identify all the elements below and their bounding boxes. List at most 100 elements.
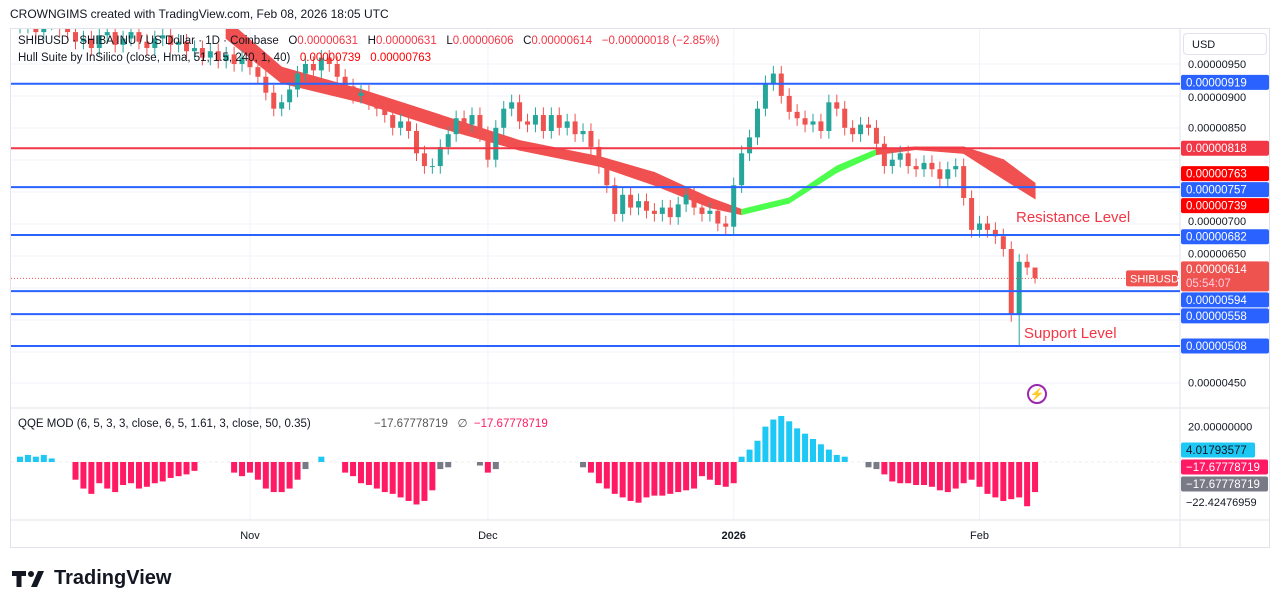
hull-indicator-title[interactable]: Hull Suite by InSilico (close, Hma, 51, …: [18, 52, 291, 64]
qqe-histogram-bar: [278, 462, 285, 493]
qqe-histogram-bar: [104, 462, 111, 489]
main-pane: [18, 16, 1038, 346]
qqe-y-tick-label: 20.00000000: [1188, 422, 1252, 434]
tradingview-logo-icon: [12, 570, 44, 587]
candle-body: [937, 169, 943, 179]
qqe-histogram-bar: [40, 454, 47, 462]
qqe-histogram-bar: [429, 462, 436, 491]
candle-body: [215, 51, 221, 61]
qqe-histogram-bar: [635, 462, 642, 503]
candle-body: [461, 118, 467, 125]
tradingview-logo[interactable]: TradingView: [12, 567, 171, 590]
candle-body: [271, 92, 277, 109]
hull-band-segment: [519, 139, 600, 167]
qqe-empty-symbol: ∅: [457, 418, 468, 430]
qqe-histogram-bar: [397, 462, 404, 498]
candle-body: [358, 92, 364, 96]
symbol-title[interactable]: SHIBUSD · SHIBA INU / US Dollar · 1D · C…: [18, 35, 279, 47]
candle-body: [398, 121, 404, 128]
candle-body: [18, 26, 23, 27]
change-value: −0.00000018 (−2.85%): [601, 35, 720, 47]
candle-body: [350, 86, 356, 96]
qqe-indicator-title[interactable]: QQE MOD (6, 5, 3, 3, close, 6, 5, 1.61, …: [18, 418, 311, 430]
last-price-tag: [1181, 261, 1269, 292]
hull-band-segment: [1002, 158, 1036, 200]
candle-body: [96, 35, 102, 49]
candle-body: [802, 118, 808, 125]
candle-body: [199, 48, 205, 58]
qqe-histogram-bar: [239, 462, 246, 477]
qqe-histogram-bar: [1000, 462, 1007, 501]
candle-body: [437, 146, 443, 167]
candle-body: [675, 204, 681, 218]
candle-body: [279, 102, 285, 109]
qqe-histogram-bar: [810, 438, 816, 462]
lightning-icon[interactable]: ⚡: [1027, 384, 1047, 404]
qqe-histogram-bar: [159, 462, 166, 482]
currency-selector[interactable]: USD: [1183, 33, 1267, 55]
low-label: L: [446, 35, 453, 47]
candle-body: [525, 121, 531, 125]
price-tag: [1181, 74, 1269, 90]
candle-body: [318, 57, 324, 71]
high-label: H: [367, 35, 376, 47]
candle-body: [643, 201, 649, 211]
hull-band-segment: [836, 148, 877, 174]
candle-body: [501, 108, 507, 128]
candle-body: [588, 130, 594, 147]
candle-body: [429, 166, 435, 168]
qqe-histogram-bar: [714, 462, 721, 486]
qqe-histogram-bar: [897, 462, 904, 484]
candle-body: [897, 153, 903, 160]
candle-body: [49, 16, 54, 22]
candle-body: [247, 57, 253, 68]
countdown-label: 05:54:07: [1186, 278, 1231, 290]
hull-price-tag-label: 0.00000739: [1186, 201, 1247, 213]
candle-body: [176, 41, 182, 45]
qqe-histogram-bar: [1024, 462, 1031, 507]
candle-body: [295, 73, 301, 90]
qqe-histogram-bar: [373, 462, 380, 489]
qqe-histogram-bar: [286, 462, 293, 489]
logo-text: TradingView: [54, 567, 172, 589]
qqe-histogram-bar: [112, 462, 119, 493]
candle-body: [477, 115, 483, 135]
qqe-histogram-bar: [1032, 462, 1039, 493]
close-label: C: [523, 35, 532, 47]
y-tick-label: 0.00000950: [1188, 59, 1246, 71]
x-tick-label: Feb: [970, 530, 989, 542]
candle-body: [842, 108, 848, 128]
qqe-histogram-bar: [143, 462, 150, 487]
qqe-histogram-bar: [48, 458, 55, 462]
qqe-histogram-bar: [825, 449, 832, 462]
candle-body: [152, 38, 158, 49]
qqe-histogram-bar: [984, 462, 991, 494]
qqe-histogram-bar: [175, 462, 182, 477]
qqe-histogram-bar: [786, 421, 793, 462]
price-tag: [1181, 308, 1269, 324]
candle-body: [580, 130, 586, 135]
last-price-tag-label: 0.00000614: [1186, 264, 1247, 276]
hull-price-tag: [1181, 198, 1269, 214]
hull-band-segment: [963, 146, 1004, 180]
candle-body: [873, 127, 879, 144]
candle-body: [1008, 249, 1014, 315]
candle-body: [374, 102, 380, 109]
candle-body: [1016, 261, 1022, 315]
qqe-histogram-bar: [80, 462, 87, 489]
candle-body: [604, 166, 610, 186]
hull-band-segment: [788, 165, 838, 205]
qqe-histogram-bar: [936, 462, 943, 491]
candle-body: [65, 29, 71, 33]
qqe-y-tick-label: −22.42476959: [1186, 497, 1257, 509]
candle-body: [921, 162, 927, 170]
qqe-histogram-bar: [72, 462, 79, 480]
candle-body: [881, 143, 887, 167]
qqe-histogram-bar: [833, 454, 840, 462]
hull-band-segment: [709, 197, 743, 216]
qqe-histogram-bar: [627, 462, 634, 501]
candle-body: [112, 32, 118, 45]
candle-body: [747, 137, 753, 154]
candle-body: [564, 121, 570, 128]
